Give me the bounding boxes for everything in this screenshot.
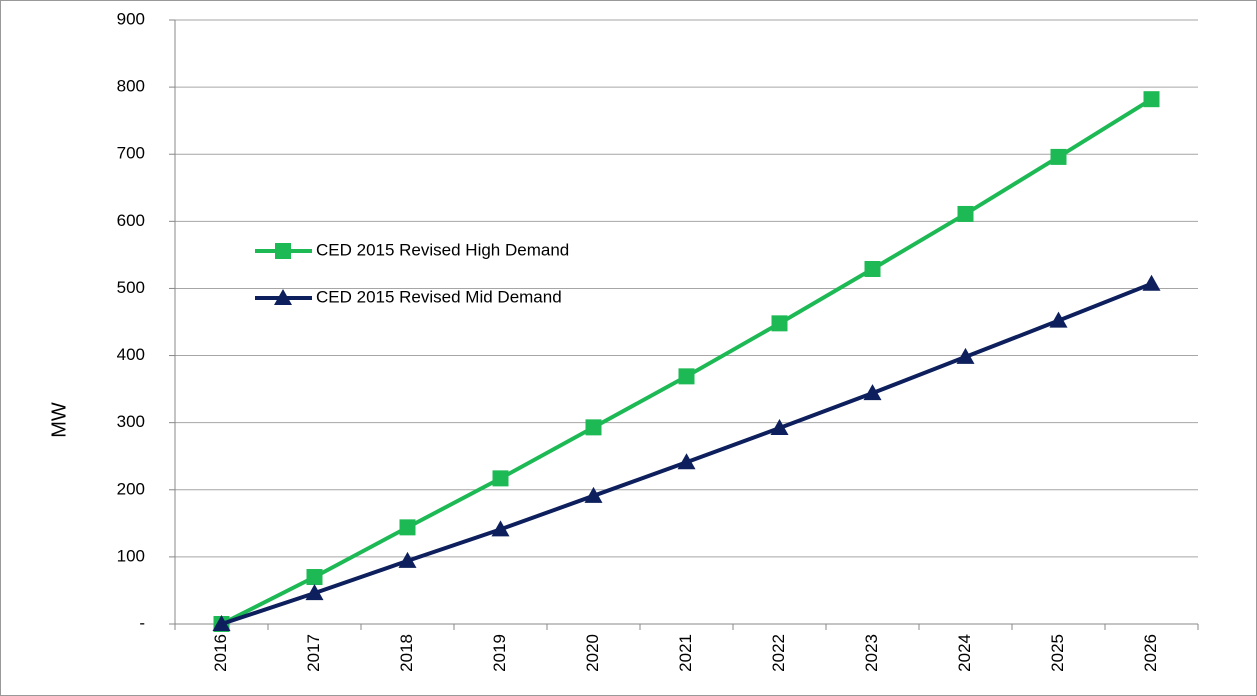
y-axis-label: MW (48, 402, 70, 438)
data-point (399, 519, 416, 536)
legend-label: CED 2015 Revised Mid Demand (316, 287, 562, 306)
x-tick-label: 2017 (304, 634, 323, 672)
data-point (678, 368, 695, 385)
data-point (306, 569, 323, 586)
y-tick-label: 100 (117, 546, 145, 565)
data-point (398, 551, 417, 568)
y-tick-label: 200 (117, 479, 145, 498)
x-tick-label: 2020 (583, 634, 602, 672)
data-point (957, 205, 974, 222)
data-point (1143, 91, 1160, 108)
y-tick-label: 500 (117, 278, 145, 297)
x-tick-label: 2016 (211, 634, 230, 672)
data-point (956, 347, 975, 364)
y-tick-label: 300 (117, 412, 145, 431)
y-tick-label: 900 (117, 9, 145, 28)
x-tick-label: 2019 (490, 634, 509, 672)
y-tick-label: 800 (117, 77, 145, 96)
x-tick-label: 2018 (397, 634, 416, 672)
y-tick-label: 600 (117, 211, 145, 230)
data-point (584, 486, 603, 503)
y-tick-label: 400 (117, 345, 145, 364)
data-point (585, 419, 602, 436)
x-tick-label: 2022 (769, 634, 788, 672)
y-tick-label: - (139, 613, 145, 632)
legend-marker (274, 289, 292, 305)
data-point (770, 419, 789, 436)
data-point (305, 584, 324, 601)
x-tick-label: 2024 (955, 634, 974, 672)
data-point (491, 520, 510, 537)
data-point (492, 470, 509, 487)
x-tick-label: 2025 (1048, 634, 1067, 672)
data-point (771, 315, 788, 332)
data-point (1142, 274, 1161, 291)
x-tick-label: 2021 (676, 634, 695, 672)
data-point (1050, 148, 1067, 165)
data-point (212, 615, 231, 631)
data-point (677, 453, 696, 470)
data-point (864, 260, 881, 277)
x-tick-label: 2026 (1141, 634, 1160, 672)
data-point (1049, 311, 1068, 328)
data-point (863, 384, 882, 401)
y-tick-label: 700 (117, 144, 145, 163)
legend-label: CED 2015 Revised High Demand (316, 240, 569, 259)
x-tick-label: 2023 (862, 634, 881, 672)
legend-marker (275, 243, 291, 259)
